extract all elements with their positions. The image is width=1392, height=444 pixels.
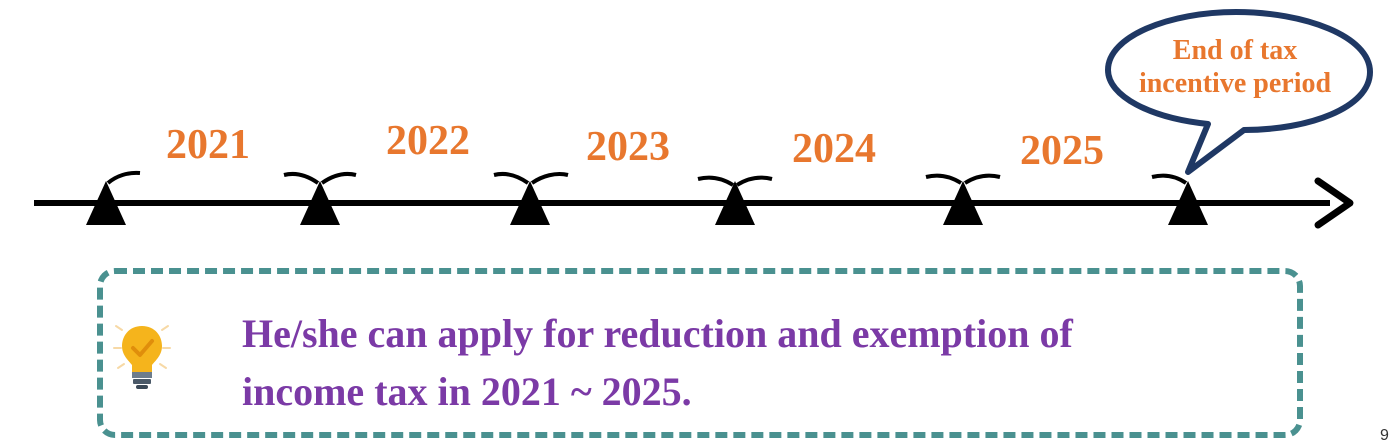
callout-line-1: End of tax	[1172, 35, 1298, 66]
callout-text: End of tax incentive period	[1104, 34, 1366, 100]
year-label-2025: 2025	[1020, 128, 1104, 174]
milestone-marker-6	[1151, 173, 1208, 225]
milestone-marker-4	[697, 175, 773, 225]
note-text: He/she can apply for reduction and exemp…	[242, 305, 1302, 421]
note-line-2: income tax in 2021 ~ 2025.	[242, 369, 692, 414]
year-label-2023: 2023	[586, 124, 670, 170]
milestone-marker-1	[86, 170, 141, 225]
milestone-marker-2	[283, 172, 357, 225]
callout-line-2: incentive period	[1138, 68, 1332, 99]
page-number: 9	[1380, 427, 1389, 444]
timeline-arrowhead	[1314, 177, 1354, 229]
note-line-1: He/she can apply for reduction and exemp…	[242, 311, 1073, 356]
lightbulb-check-icon	[113, 325, 171, 389]
milestone-marker-3	[493, 172, 569, 225]
year-label-2022: 2022	[386, 118, 470, 164]
note-box	[97, 268, 1303, 438]
callout-bubble	[1105, 9, 1373, 175]
milestone-marker-5	[925, 173, 1001, 225]
year-label-2021: 2021	[166, 122, 250, 168]
year-label-2024: 2024	[792, 126, 876, 172]
